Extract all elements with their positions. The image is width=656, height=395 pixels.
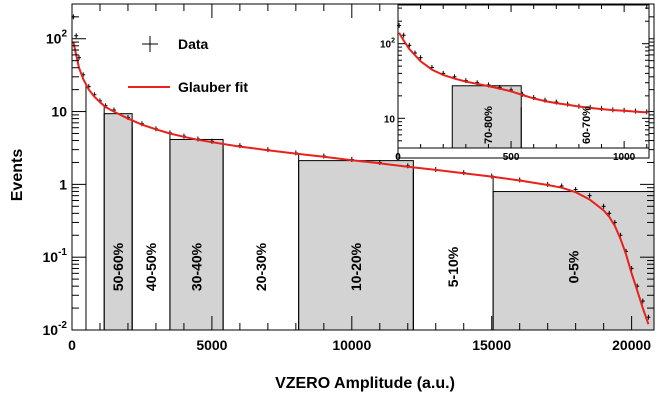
centrality-label-2: 30-40% <box>189 242 205 291</box>
legend-fit-label: Glauber fit <box>178 79 248 95</box>
centrality-band-0 <box>103 113 133 331</box>
glauber-fit-curve <box>398 32 647 114</box>
glauber-fit-curve <box>72 41 650 325</box>
inset-centrality-labels: 70-80% 60-70% <box>483 106 593 144</box>
centrality-label-3: 20-30% <box>253 242 269 291</box>
y-tick-label: 1 <box>59 176 67 192</box>
x-tick-label: 500 <box>503 152 520 163</box>
x-tick-label: 0 <box>395 152 401 163</box>
y-tick-label: 10 <box>51 104 67 120</box>
y-tick-label: 102 <box>380 38 395 51</box>
legend-data-label: Data <box>178 36 209 52</box>
x-axis-label: VZERO Amplitude (a.u.) <box>275 375 455 392</box>
y-axis-label: Events <box>9 149 26 202</box>
centrality-band-2 <box>169 138 224 331</box>
y-tick-label: 102 <box>46 29 68 47</box>
x-tick-label: 20000 <box>612 337 651 353</box>
centrality-band-0 <box>451 85 522 149</box>
x-tick-label: 0 <box>68 337 76 353</box>
y-tick-label: 10-1 <box>43 247 68 265</box>
main-centrality-labels: 50-60% 40-50% 30-40% 20-30% 10-20% 5-10% 0-5% <box>110 242 581 291</box>
centrality-label-4: 10-20% <box>348 242 364 291</box>
legend: Data Glauber fit <box>128 36 248 95</box>
inset-glauber-fit <box>398 32 647 114</box>
x-tick-label: 15000 <box>472 337 511 353</box>
centrality-label-1: 40-50% <box>143 242 159 291</box>
y-tick-label: 10 <box>384 114 396 125</box>
inset-axes: 0 500 1000 10 102 <box>380 4 650 163</box>
x-tick-label: 5000 <box>196 337 227 353</box>
centrality-label-1: 60-70% <box>581 106 593 144</box>
centrality-label-0: 70-80% <box>483 106 495 144</box>
centrality-label-6: 0-5% <box>566 250 582 283</box>
main-centrality-boundaries <box>85 84 494 330</box>
inset-frame <box>397 4 650 159</box>
plot-frame <box>397 4 650 149</box>
x-tick-label: 10000 <box>332 337 371 353</box>
plot-frame <box>71 3 655 331</box>
inset-centrality-shading <box>451 85 522 149</box>
centrality-label-0: 50-60% <box>110 242 126 291</box>
x-tick-label: 1000 <box>613 152 636 163</box>
centrality-label-5: 5-10% <box>445 246 461 287</box>
y-tick-label: 10-2 <box>43 320 68 338</box>
main-glauber-fit <box>72 41 650 325</box>
